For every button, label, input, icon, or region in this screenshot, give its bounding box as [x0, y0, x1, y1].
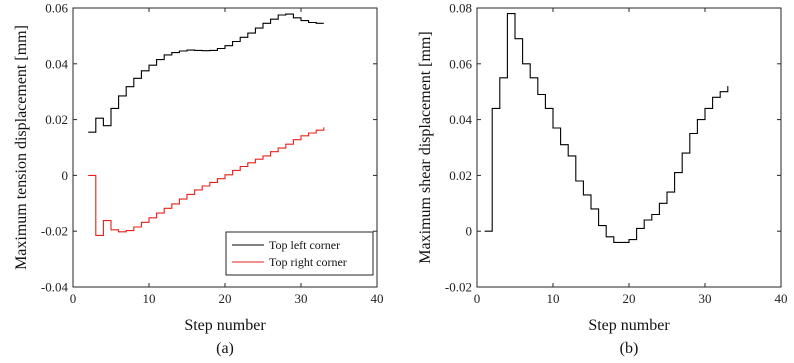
series-line-1 — [484, 13, 729, 243]
x-axis-label: Step number — [184, 317, 266, 334]
panel-label: (a) — [216, 340, 234, 357]
x-tick-label: 0 — [474, 291, 481, 306]
x-tick-label: 20 — [219, 291, 232, 306]
y-tick-label: 0.08 — [449, 1, 472, 16]
panel-label: (b) — [620, 340, 639, 357]
series-line-1 — [88, 13, 324, 133]
y-axis-label: Maximum shear displacement [mm] — [417, 31, 434, 263]
x-tick-label: 40 — [775, 291, 788, 306]
x-tick-label: 40 — [371, 291, 384, 306]
legend-box — [225, 231, 374, 276]
y-tick-label: 0 — [466, 224, 473, 239]
chart-a: 0 10 20 30 40 -0.04 -0.02 0 0.02 0.04 0.06 Step num… — [13, 1, 384, 358]
y-tick-label: 0.04 — [45, 56, 68, 71]
x-tick-label: 30 — [295, 291, 308, 306]
x-tick-label: 10 — [143, 291, 156, 306]
y-tick-label: -0.02 — [445, 280, 472, 295]
y-tick-label: 0 — [62, 168, 69, 183]
y-tick-label: 0.02 — [45, 112, 68, 127]
y-tick-label: 0.06 — [449, 56, 472, 71]
y-tick-label: -0.02 — [41, 224, 68, 239]
y-axis-label: Maximum tension displacement [mm] — [13, 25, 30, 270]
x-tick-label: 0 — [70, 291, 77, 306]
y-tick-label: 0.02 — [449, 168, 472, 183]
x-tick-label: 30 — [699, 291, 712, 306]
x-axis-label: Step number — [588, 317, 670, 334]
y-tick-label: 0.06 — [45, 1, 68, 16]
y-tick-label: -0.04 — [41, 280, 69, 295]
series-line-2 — [88, 127, 325, 236]
legend-label: Top right corner — [269, 255, 347, 269]
legend-label: Top left corner — [269, 238, 340, 252]
y-tick-label: 0.04 — [449, 112, 472, 127]
x-tick-label: 20 — [623, 291, 636, 306]
x-tick-label: 10 — [547, 291, 560, 306]
